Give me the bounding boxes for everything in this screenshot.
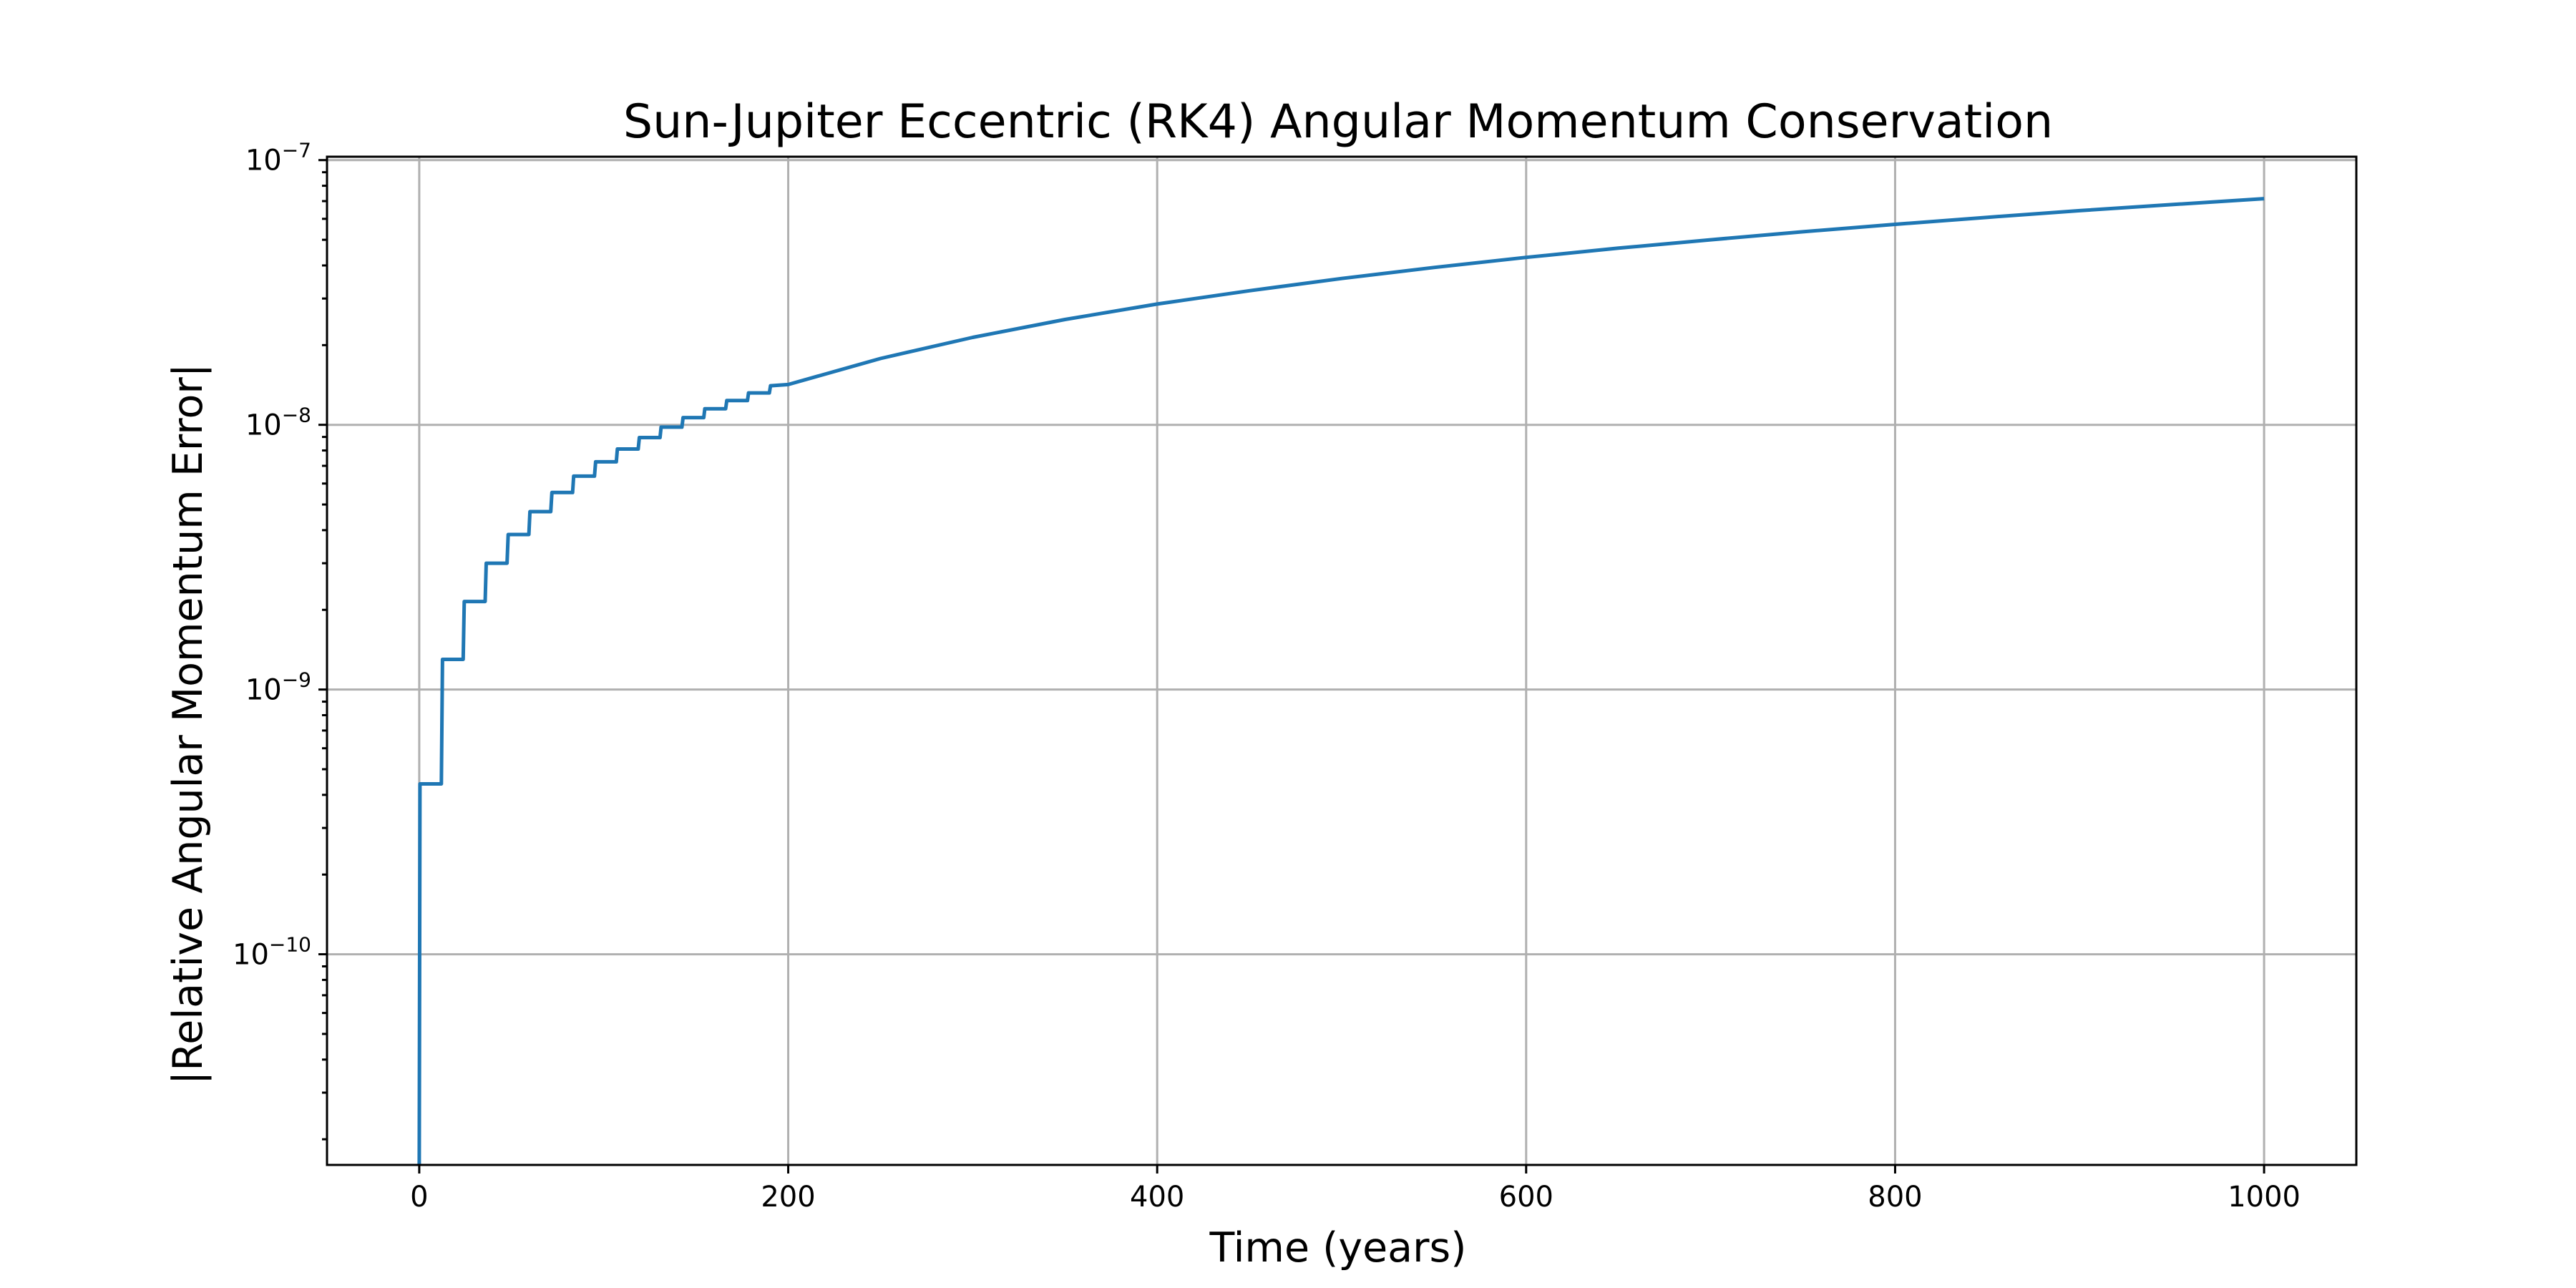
x-axis-label: Time (years) (1209, 1224, 1467, 1272)
x-tick-label: 0 (410, 1181, 428, 1214)
chart-title: Sun-Jupiter Eccentric (RK4) Angular Mome… (623, 95, 2053, 149)
x-tick-label: 600 (1499, 1181, 1553, 1214)
y-tick-label: 10−8 (245, 404, 311, 442)
plot-frame (326, 155, 2358, 1166)
y-tick-label: 10−7 (245, 139, 311, 177)
y-tick-label: 10−9 (245, 668, 311, 707)
series-line (417, 197, 2265, 1166)
series-layer (417, 197, 2265, 1166)
grid-layer (327, 157, 2356, 1165)
y-axis-label: |Relative Angular Momentum Error| (165, 364, 212, 1085)
tick-layer: 0 200 400 600 800 1000 10−7 10−8 10−9 10−10 (233, 139, 2301, 1214)
x-tick-label: 200 (761, 1181, 815, 1214)
y-tick-label: 10−10 (233, 933, 311, 972)
x-tick-label: 800 (1868, 1181, 1922, 1214)
x-tick-label: 1000 (2228, 1181, 2301, 1214)
x-tick-label: 400 (1130, 1181, 1184, 1214)
